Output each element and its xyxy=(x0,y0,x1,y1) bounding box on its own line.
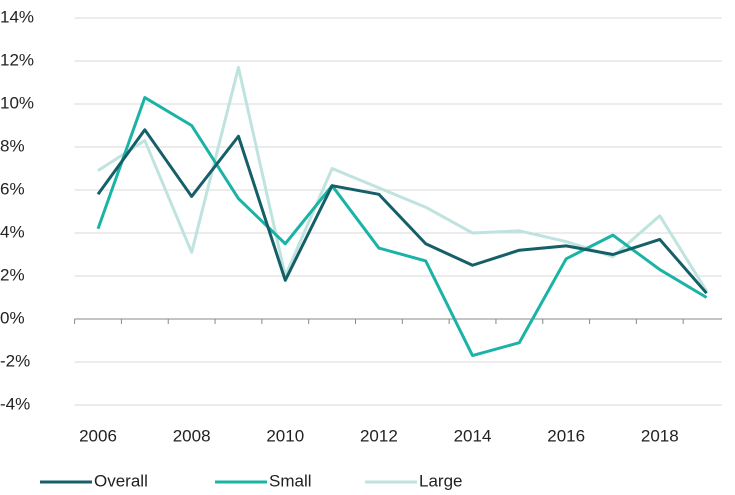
y-tick-label: 12% xyxy=(0,50,34,69)
x-tick-label: 2010 xyxy=(266,426,304,445)
x-tick-label: 2008 xyxy=(173,426,211,445)
y-tick-label: 6% xyxy=(0,179,25,198)
x-tick-label: 2014 xyxy=(454,426,492,445)
y-tick-label: 0% xyxy=(0,308,25,327)
legend-label: Large xyxy=(419,471,462,490)
x-tick-label: 2018 xyxy=(641,426,679,445)
y-tick-label: -2% xyxy=(0,351,30,370)
y-tick-label: 8% xyxy=(0,136,25,155)
x-tick-label: 2006 xyxy=(79,426,117,445)
y-tick-label: 2% xyxy=(0,265,25,284)
legend-label: Small xyxy=(269,471,312,490)
y-tick-label: 14% xyxy=(0,7,34,26)
x-tick-label: 2016 xyxy=(547,426,585,445)
line-series xyxy=(96,96,708,358)
legend-label: Overall xyxy=(94,471,148,490)
x-tick-label: 2012 xyxy=(360,426,398,445)
line-series xyxy=(96,128,708,295)
y-tick-label: -4% xyxy=(0,394,30,413)
y-tick-label: 10% xyxy=(0,93,34,112)
y-tick-label: 4% xyxy=(0,222,25,241)
line-series xyxy=(97,65,708,292)
